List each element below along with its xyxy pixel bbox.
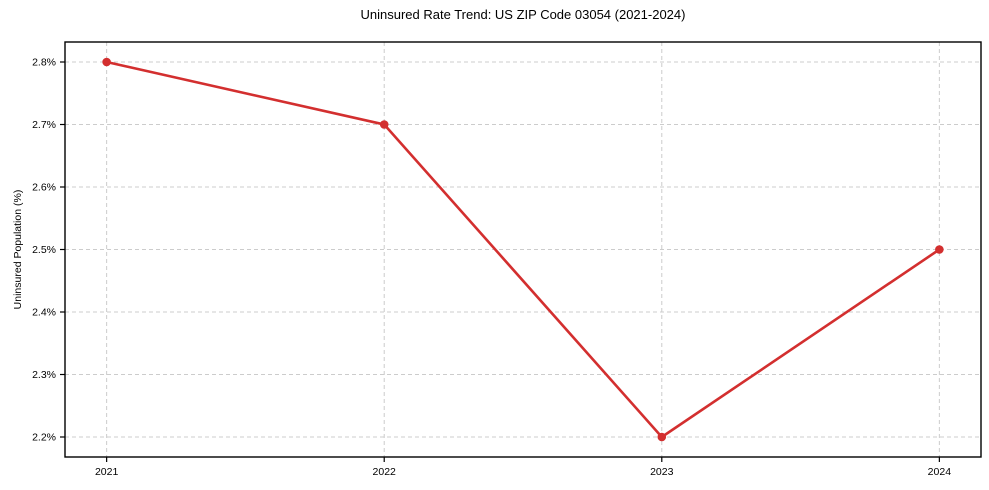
x-tick-label: 2024 — [928, 466, 952, 478]
y-tick-label: 2.6% — [32, 182, 56, 194]
x-tick-label: 2021 — [95, 466, 119, 478]
trend-line — [105, 60, 941, 439]
data-point-marker — [935, 245, 944, 254]
data-point-marker — [657, 432, 667, 442]
y-tick-label: 2.5% — [32, 244, 56, 256]
data-point-marker — [379, 120, 389, 129]
data-point-marker — [102, 57, 111, 67]
y-tick-label: 2.8% — [32, 57, 56, 69]
x-tick-label: 2023 — [650, 466, 674, 478]
y-tick-label: 2.7% — [32, 119, 56, 131]
x-tick-label: 2022 — [373, 466, 397, 478]
y-tick-label: 2.2% — [32, 432, 56, 444]
chart-title: Uninsured Rate Trend: US ZIP Code 03054 … — [360, 7, 686, 22]
y-tick-label: 2.3% — [32, 369, 56, 381]
y-tick-label: 2.4% — [32, 307, 56, 319]
